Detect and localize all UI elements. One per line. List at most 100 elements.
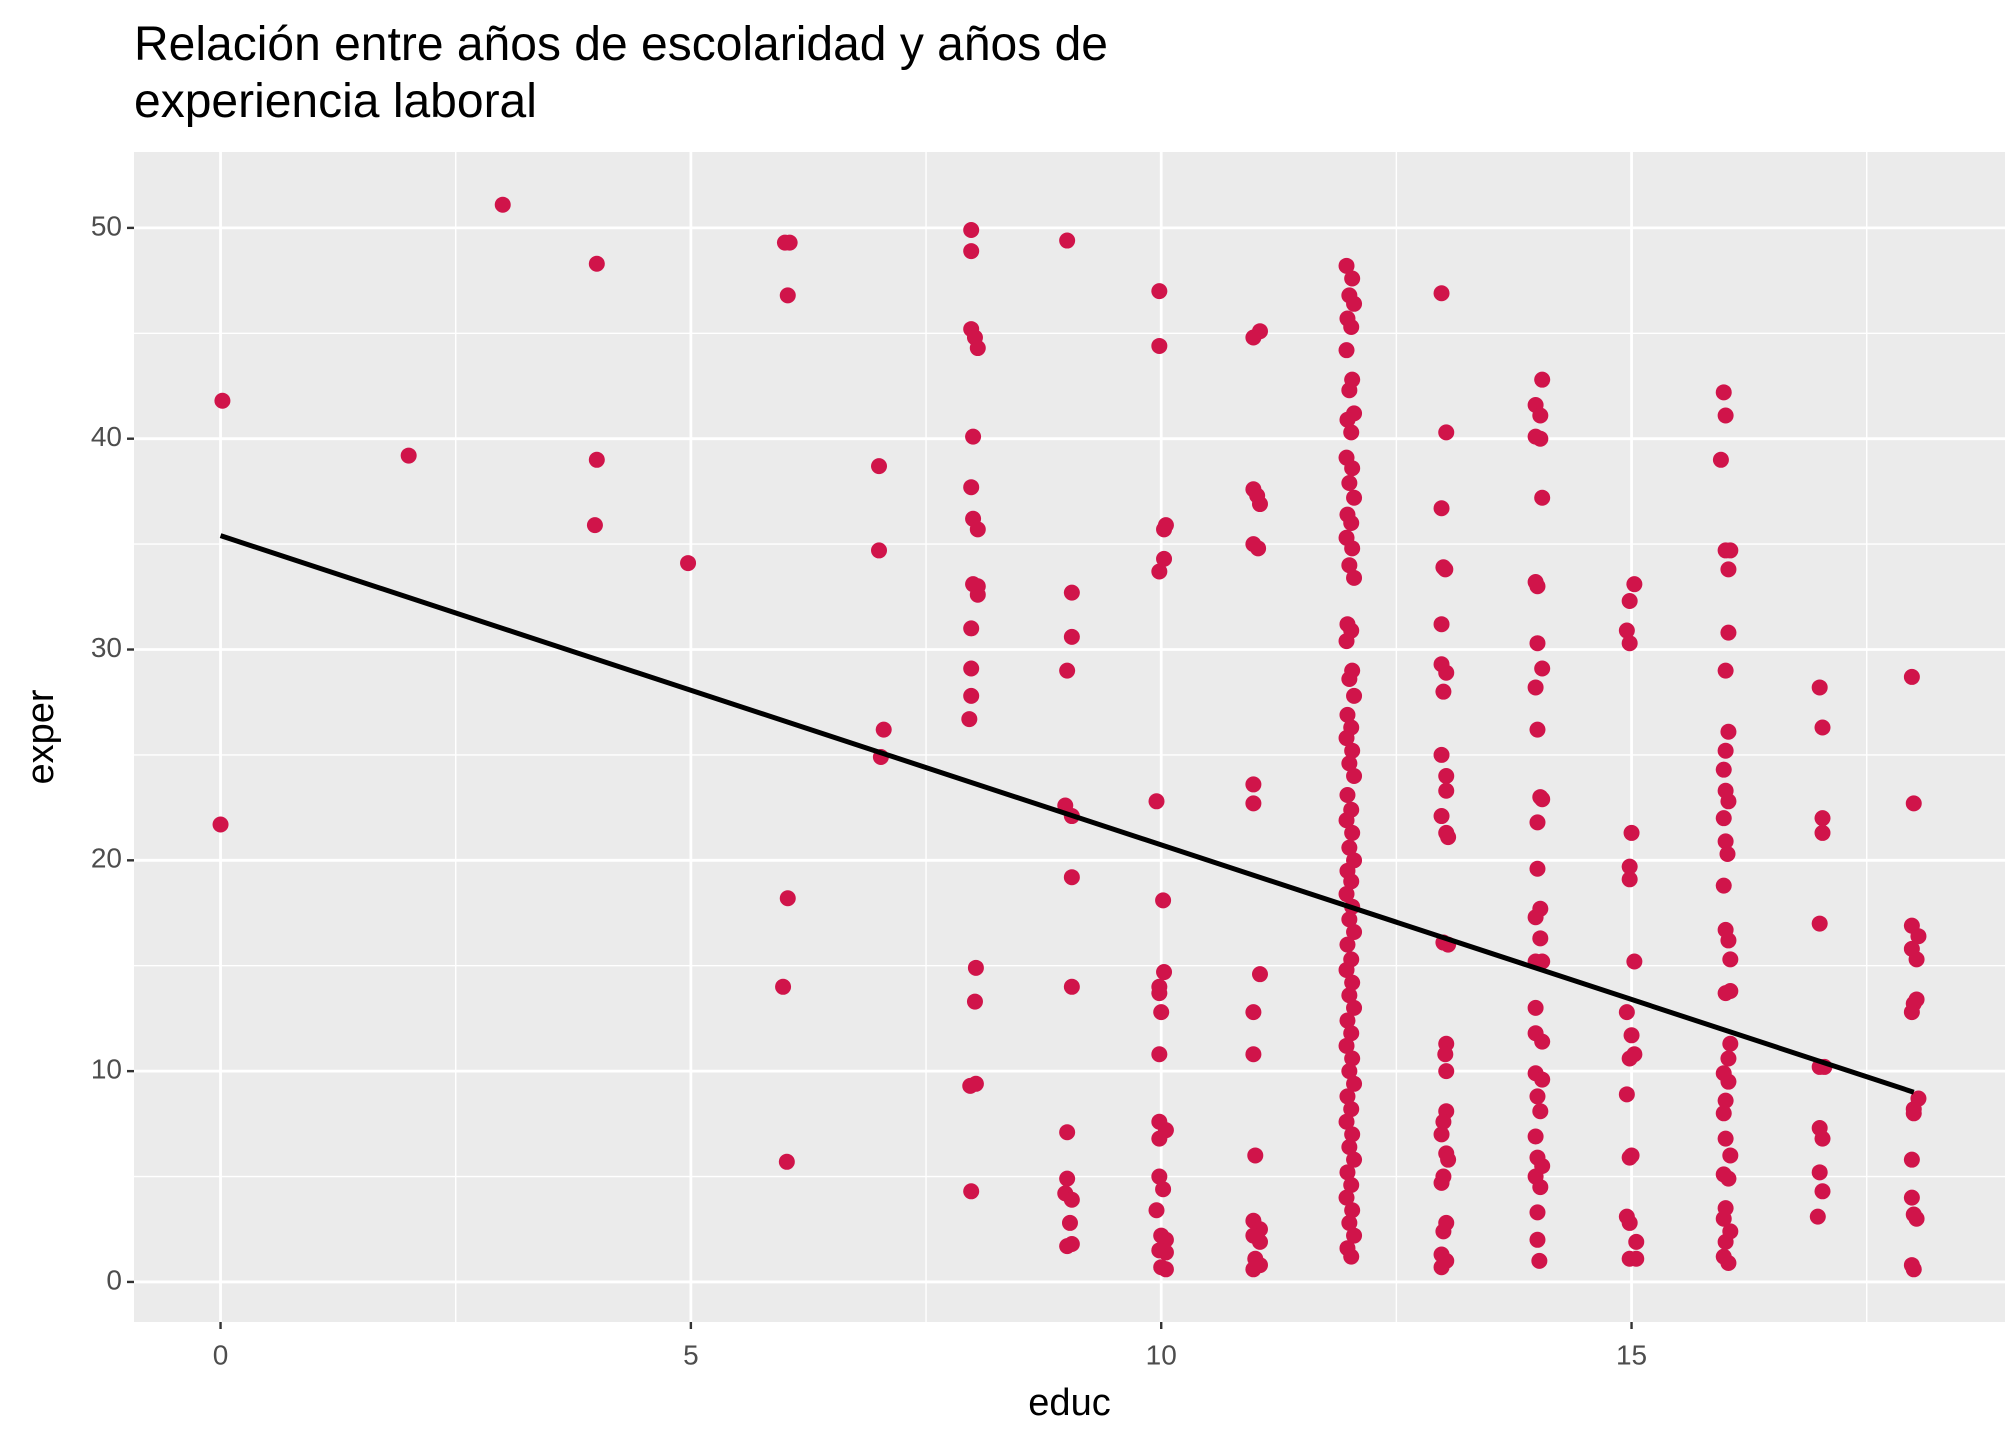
point xyxy=(1433,1259,1450,1276)
point xyxy=(1438,424,1455,441)
point xyxy=(1534,660,1551,677)
point xyxy=(1534,791,1551,808)
point xyxy=(1720,561,1737,578)
point xyxy=(588,451,605,468)
point xyxy=(1338,257,1355,274)
point xyxy=(1717,1233,1734,1250)
point xyxy=(1720,1073,1737,1090)
point xyxy=(1534,489,1551,506)
point xyxy=(1529,814,1546,831)
point xyxy=(1338,886,1355,903)
point xyxy=(1438,768,1455,784)
point xyxy=(1717,833,1734,850)
point xyxy=(1344,540,1361,557)
point xyxy=(1339,936,1356,953)
point xyxy=(1343,873,1360,890)
point xyxy=(1151,985,1168,1002)
point xyxy=(1339,411,1356,428)
point xyxy=(1343,424,1360,441)
point xyxy=(1437,561,1454,578)
point xyxy=(1151,563,1168,580)
point xyxy=(1720,723,1737,740)
point xyxy=(963,1183,980,1200)
point xyxy=(1715,1105,1732,1122)
point xyxy=(1061,1214,1078,1231)
point xyxy=(1245,1004,1262,1021)
point xyxy=(963,243,980,260)
point xyxy=(1346,687,1363,704)
point xyxy=(963,479,980,496)
point xyxy=(1344,824,1361,841)
point xyxy=(1245,795,1262,812)
point xyxy=(1155,1181,1172,1198)
point xyxy=(1722,1035,1739,1052)
point xyxy=(1063,584,1080,601)
point xyxy=(1341,755,1358,772)
point xyxy=(875,721,892,738)
point xyxy=(1063,628,1080,645)
point xyxy=(1341,382,1358,399)
point xyxy=(1814,810,1831,827)
point xyxy=(1063,978,1080,995)
point xyxy=(1245,329,1262,346)
point xyxy=(1343,1176,1360,1193)
point xyxy=(1346,924,1363,940)
point xyxy=(1628,1250,1645,1267)
point xyxy=(1438,664,1455,681)
point xyxy=(1245,776,1262,793)
point xyxy=(1618,1086,1635,1103)
point xyxy=(1628,1233,1645,1250)
point xyxy=(1344,460,1361,477)
point xyxy=(1715,810,1732,827)
point xyxy=(1910,928,1927,945)
point xyxy=(1720,793,1737,810)
point xyxy=(1621,635,1638,652)
point xyxy=(963,660,980,677)
point xyxy=(1339,786,1356,803)
chart-title: Relación entre años de escolaridad y año… xyxy=(134,18,1108,71)
point xyxy=(1151,1046,1168,1063)
chart-title: experiencia laboral xyxy=(134,75,537,128)
point xyxy=(680,555,697,572)
y-tick-label: 10 xyxy=(91,1054,122,1085)
point xyxy=(1532,407,1549,424)
point xyxy=(1534,953,1551,970)
x-tick-label: 15 xyxy=(1616,1339,1647,1370)
point xyxy=(1433,285,1450,302)
point xyxy=(969,340,986,357)
point xyxy=(1339,1088,1356,1105)
point xyxy=(967,959,984,976)
point xyxy=(1720,1254,1737,1271)
point xyxy=(1720,1050,1737,1067)
point xyxy=(965,428,982,445)
point xyxy=(588,255,605,272)
point xyxy=(1814,1183,1831,1200)
point xyxy=(1344,1126,1361,1143)
point xyxy=(1338,812,1355,829)
point xyxy=(1346,489,1363,506)
point xyxy=(1341,987,1358,1004)
point xyxy=(1251,496,1268,513)
x-tick-label: 5 xyxy=(683,1339,699,1370)
point xyxy=(963,687,980,704)
point xyxy=(1715,1210,1732,1227)
point xyxy=(1712,451,1729,468)
point xyxy=(1440,1151,1457,1168)
x-tick-label: 10 xyxy=(1146,1339,1177,1370)
point xyxy=(1438,1063,1455,1080)
point xyxy=(1626,953,1643,970)
point xyxy=(1529,1088,1546,1105)
point xyxy=(1440,829,1457,846)
point xyxy=(1814,719,1831,736)
point xyxy=(961,711,978,728)
point xyxy=(1346,1151,1363,1168)
point xyxy=(1529,635,1546,652)
point xyxy=(1814,1130,1831,1147)
point xyxy=(1250,540,1267,557)
point xyxy=(1151,1130,1168,1147)
point xyxy=(966,993,983,1010)
point xyxy=(1059,1170,1076,1187)
point xyxy=(1063,1191,1080,1208)
point xyxy=(1343,1248,1360,1265)
point xyxy=(1811,915,1828,932)
